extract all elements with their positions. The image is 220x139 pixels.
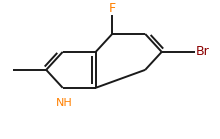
Text: F: F [109, 2, 116, 15]
Text: Br: Br [196, 45, 209, 58]
Text: NH: NH [55, 98, 72, 108]
